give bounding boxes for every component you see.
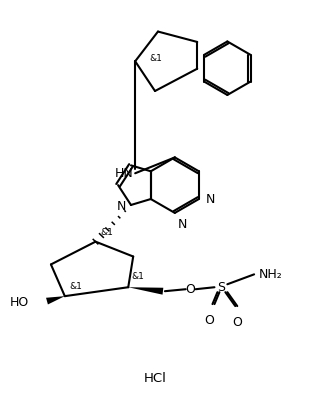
Text: HCl: HCl [144, 372, 166, 385]
Text: O: O [205, 314, 215, 327]
Text: N: N [117, 200, 126, 213]
Text: &1: &1 [131, 272, 144, 281]
Polygon shape [46, 296, 65, 305]
Text: N: N [206, 192, 215, 205]
Text: &1: &1 [149, 54, 162, 63]
Text: N: N [178, 218, 187, 231]
Text: HO: HO [10, 296, 29, 309]
Polygon shape [128, 287, 163, 295]
Text: &1: &1 [100, 228, 113, 237]
Text: &1: &1 [70, 282, 83, 291]
Text: O: O [232, 316, 242, 329]
Text: HN: HN [114, 167, 133, 180]
Text: O: O [186, 283, 196, 296]
Text: S: S [217, 281, 225, 294]
Text: NH₂: NH₂ [259, 268, 283, 281]
